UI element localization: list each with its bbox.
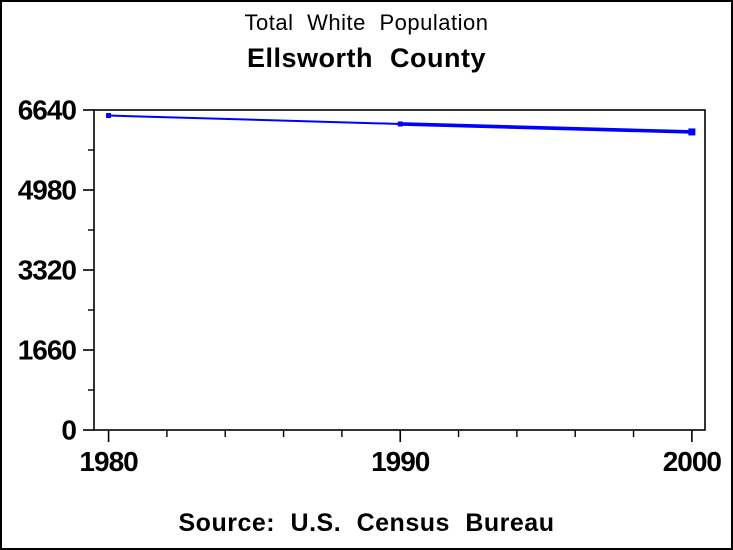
x-axis-tick-label: 1990 (371, 446, 430, 477)
data-point-marker (688, 128, 696, 136)
y-axis-tick-label: 1660 (18, 335, 77, 366)
source-caption: Source: U.S. Census Bureau (178, 509, 555, 537)
data-line-segment (108, 114, 401, 125)
y-axis-tick-label: 6640 (18, 95, 77, 126)
plot-frame (93, 109, 706, 431)
data-point-marker (106, 113, 112, 119)
y-axis-tick-label: 4980 (18, 175, 77, 206)
chart-title: Total White Population (244, 10, 489, 35)
chart-subtitle: Ellsworth County (247, 43, 486, 73)
y-axis-tick-label: 3320 (18, 255, 77, 286)
data-point-marker (397, 121, 403, 127)
x-axis-tick-label: 1980 (79, 446, 138, 477)
y-axis-tick-label: 0 (61, 415, 76, 446)
data-line-segment (400, 122, 692, 134)
x-axis-tick-label: 2000 (663, 446, 722, 477)
